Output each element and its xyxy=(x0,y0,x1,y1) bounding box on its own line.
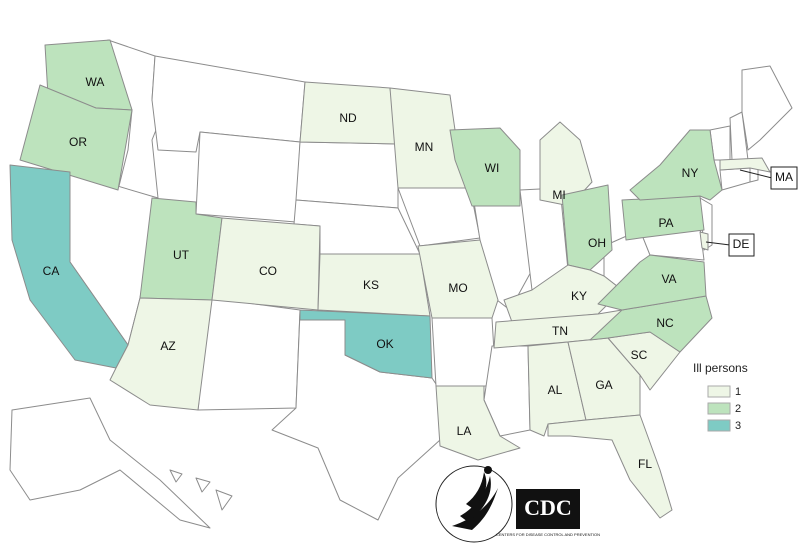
state-MA xyxy=(719,157,771,173)
legend-swatch xyxy=(707,402,731,415)
legend-title: Ill persons xyxy=(693,361,748,375)
label-VA: VA xyxy=(661,272,676,286)
label-CA: CA xyxy=(43,264,60,278)
legend-swatch xyxy=(707,385,731,398)
state-LA xyxy=(435,385,521,461)
state-AK xyxy=(9,397,211,529)
label-KY: KY xyxy=(571,289,587,303)
state-OR xyxy=(19,84,133,191)
cdc-wordmark: CDC xyxy=(524,495,572,520)
callout-DE: DE xyxy=(705,233,755,257)
legend-label: 1 xyxy=(735,386,741,398)
cdc-logo: CDC CENTERS FOR DISEASE CONTROL AND PREV… xyxy=(496,489,600,537)
state-WI xyxy=(449,127,521,207)
state-NM xyxy=(197,297,301,411)
label-MA: MA xyxy=(775,170,793,184)
legend-swatch xyxy=(707,419,731,432)
legend-item: 1 xyxy=(707,385,741,398)
legend-label: 3 xyxy=(735,420,741,432)
cdc-subtext: CENTERS FOR DISEASE CONTROL AND PREVENTI… xyxy=(496,532,600,537)
label-DE: DE xyxy=(733,237,750,251)
state-ME xyxy=(741,65,793,151)
state-RI xyxy=(749,167,759,183)
label-FL: FL xyxy=(638,457,652,471)
label-CO: CO xyxy=(259,264,277,278)
label-LA: LA xyxy=(457,424,472,438)
label-MO: MO xyxy=(448,281,467,295)
shaded-states xyxy=(9,39,771,519)
legend-label: 2 xyxy=(735,403,741,415)
label-WI: WI xyxy=(485,161,500,175)
legend-item: 2 xyxy=(707,402,741,415)
state-SD xyxy=(295,141,399,209)
state-labels: WA OR CA UT AZ CO ND KS OK MN MO LA WI M… xyxy=(43,75,699,471)
callout-MA: MA xyxy=(739,166,798,190)
label-PA: PA xyxy=(658,216,673,230)
state-OH xyxy=(561,184,613,271)
label-OK: OK xyxy=(376,337,393,351)
label-SC: SC xyxy=(631,348,648,362)
hhs-seal-logo xyxy=(435,465,513,543)
unshaded-states xyxy=(9,39,793,529)
label-OH: OH xyxy=(588,236,606,250)
state-NY xyxy=(629,129,723,201)
label-WA: WA xyxy=(86,75,105,89)
label-TN: TN xyxy=(552,324,568,338)
state-AR xyxy=(431,317,497,387)
label-KS: KS xyxy=(363,278,379,292)
legend-item: 3 xyxy=(707,419,741,432)
state-MI xyxy=(539,121,593,207)
label-MI: MI xyxy=(552,188,565,202)
state-FL xyxy=(547,414,673,519)
label-MN: MN xyxy=(415,140,434,154)
label-NY: NY xyxy=(682,166,699,180)
label-UT: UT xyxy=(173,248,190,262)
state-OK xyxy=(299,309,433,379)
state-MO xyxy=(417,239,499,319)
legend: Ill persons 1 2 3 xyxy=(693,361,748,432)
label-NC: NC xyxy=(656,316,674,330)
label-OR: OR xyxy=(69,135,87,149)
label-AL: AL xyxy=(548,383,563,397)
state-VA xyxy=(597,254,707,311)
state-WY xyxy=(195,131,301,223)
label-GA: GA xyxy=(595,378,612,392)
label-ND: ND xyxy=(339,111,357,125)
label-AZ: AZ xyxy=(160,339,175,353)
state-HI xyxy=(169,469,233,511)
state-AZ xyxy=(109,297,213,411)
state-DE xyxy=(699,231,709,251)
